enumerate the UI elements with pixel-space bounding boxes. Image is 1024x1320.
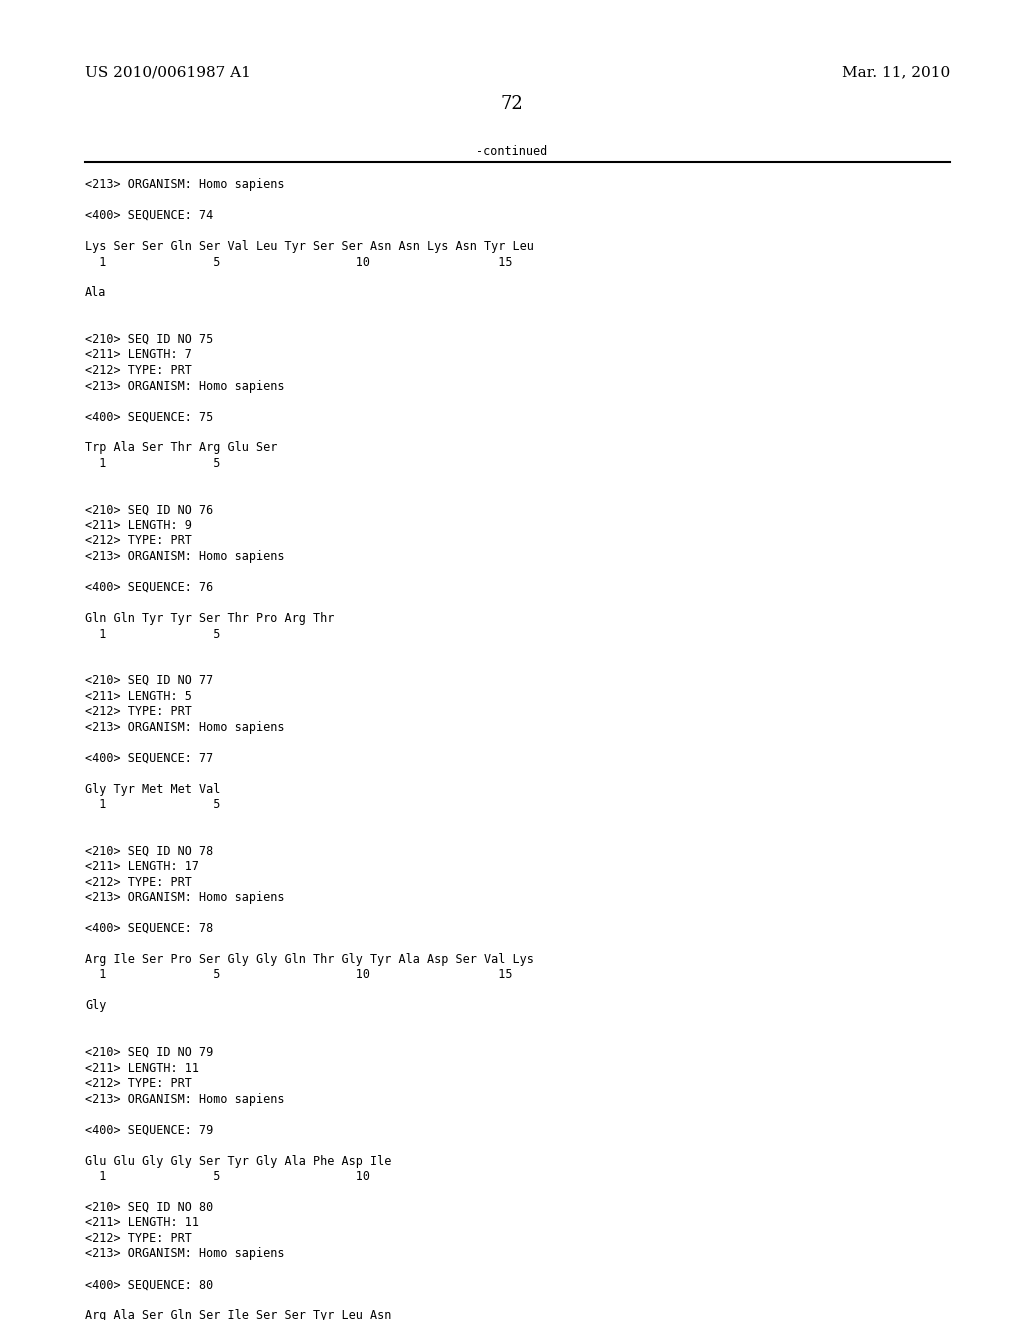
Text: Trp Ala Ser Thr Arg Glu Ser: Trp Ala Ser Thr Arg Glu Ser bbox=[85, 441, 278, 454]
Text: <400> SEQUENCE: 75: <400> SEQUENCE: 75 bbox=[85, 411, 213, 424]
Text: <211> LENGTH: 11: <211> LENGTH: 11 bbox=[85, 1217, 199, 1229]
Text: <210> SEQ ID NO 80: <210> SEQ ID NO 80 bbox=[85, 1201, 213, 1214]
Text: <211> LENGTH: 11: <211> LENGTH: 11 bbox=[85, 1061, 199, 1074]
Text: <212> TYPE: PRT: <212> TYPE: PRT bbox=[85, 535, 191, 548]
Text: <212> TYPE: PRT: <212> TYPE: PRT bbox=[85, 1232, 191, 1245]
Text: Arg Ala Ser Gln Ser Ile Ser Ser Tyr Leu Asn: Arg Ala Ser Gln Ser Ile Ser Ser Tyr Leu … bbox=[85, 1309, 391, 1320]
Text: 1               5                   10                  15: 1 5 10 15 bbox=[85, 256, 512, 268]
Text: <212> TYPE: PRT: <212> TYPE: PRT bbox=[85, 705, 191, 718]
Text: <212> TYPE: PRT: <212> TYPE: PRT bbox=[85, 1077, 191, 1090]
Text: Gly Tyr Met Met Val: Gly Tyr Met Met Val bbox=[85, 783, 220, 796]
Text: <213> ORGANISM: Homo sapiens: <213> ORGANISM: Homo sapiens bbox=[85, 721, 285, 734]
Text: <212> TYPE: PRT: <212> TYPE: PRT bbox=[85, 364, 191, 378]
Text: <400> SEQUENCE: 76: <400> SEQUENCE: 76 bbox=[85, 581, 213, 594]
Text: <210> SEQ ID NO 76: <210> SEQ ID NO 76 bbox=[85, 503, 213, 516]
Text: <211> LENGTH: 7: <211> LENGTH: 7 bbox=[85, 348, 191, 362]
Text: <212> TYPE: PRT: <212> TYPE: PRT bbox=[85, 875, 191, 888]
Text: <211> LENGTH: 17: <211> LENGTH: 17 bbox=[85, 861, 199, 873]
Text: <400> SEQUENCE: 74: <400> SEQUENCE: 74 bbox=[85, 209, 213, 222]
Text: 1               5: 1 5 bbox=[85, 627, 220, 640]
Text: <211> LENGTH: 5: <211> LENGTH: 5 bbox=[85, 689, 191, 702]
Text: <213> ORGANISM: Homo sapiens: <213> ORGANISM: Homo sapiens bbox=[85, 380, 285, 392]
Text: <400> SEQUENCE: 80: <400> SEQUENCE: 80 bbox=[85, 1279, 213, 1291]
Text: <213> ORGANISM: Homo sapiens: <213> ORGANISM: Homo sapiens bbox=[85, 550, 285, 564]
Text: <400> SEQUENCE: 79: <400> SEQUENCE: 79 bbox=[85, 1123, 213, 1137]
Text: <213> ORGANISM: Homo sapiens: <213> ORGANISM: Homo sapiens bbox=[85, 891, 285, 904]
Text: Arg Ile Ser Pro Ser Gly Gly Gln Thr Gly Tyr Ala Asp Ser Val Lys: Arg Ile Ser Pro Ser Gly Gly Gln Thr Gly … bbox=[85, 953, 534, 966]
Text: 1               5: 1 5 bbox=[85, 457, 220, 470]
Text: <400> SEQUENCE: 77: <400> SEQUENCE: 77 bbox=[85, 751, 213, 764]
Text: <211> LENGTH: 9: <211> LENGTH: 9 bbox=[85, 519, 191, 532]
Text: 1               5                   10: 1 5 10 bbox=[85, 1170, 370, 1183]
Text: Ala: Ala bbox=[85, 286, 106, 300]
Text: <400> SEQUENCE: 78: <400> SEQUENCE: 78 bbox=[85, 921, 213, 935]
Text: <210> SEQ ID NO 79: <210> SEQ ID NO 79 bbox=[85, 1045, 213, 1059]
Text: <210> SEQ ID NO 78: <210> SEQ ID NO 78 bbox=[85, 845, 213, 858]
Text: Glu Glu Gly Gly Ser Tyr Gly Ala Phe Asp Ile: Glu Glu Gly Gly Ser Tyr Gly Ala Phe Asp … bbox=[85, 1155, 391, 1167]
Text: Lys Ser Ser Gln Ser Val Leu Tyr Ser Ser Asn Asn Lys Asn Tyr Leu: Lys Ser Ser Gln Ser Val Leu Tyr Ser Ser … bbox=[85, 240, 534, 253]
Text: 72: 72 bbox=[501, 95, 523, 114]
Text: <213> ORGANISM: Homo sapiens: <213> ORGANISM: Homo sapiens bbox=[85, 1093, 285, 1105]
Text: <210> SEQ ID NO 77: <210> SEQ ID NO 77 bbox=[85, 675, 213, 686]
Text: <213> ORGANISM: Homo sapiens: <213> ORGANISM: Homo sapiens bbox=[85, 178, 285, 191]
Text: 1               5: 1 5 bbox=[85, 799, 220, 810]
Text: US 2010/0061987 A1: US 2010/0061987 A1 bbox=[85, 65, 251, 79]
Text: -continued: -continued bbox=[476, 145, 548, 158]
Text: Mar. 11, 2010: Mar. 11, 2010 bbox=[842, 65, 950, 79]
Text: <210> SEQ ID NO 75: <210> SEQ ID NO 75 bbox=[85, 333, 213, 346]
Text: Gln Gln Tyr Tyr Ser Thr Pro Arg Thr: Gln Gln Tyr Tyr Ser Thr Pro Arg Thr bbox=[85, 612, 335, 624]
Text: <213> ORGANISM: Homo sapiens: <213> ORGANISM: Homo sapiens bbox=[85, 1247, 285, 1261]
Text: Gly: Gly bbox=[85, 999, 106, 1012]
Text: 1               5                   10                  15: 1 5 10 15 bbox=[85, 969, 512, 982]
